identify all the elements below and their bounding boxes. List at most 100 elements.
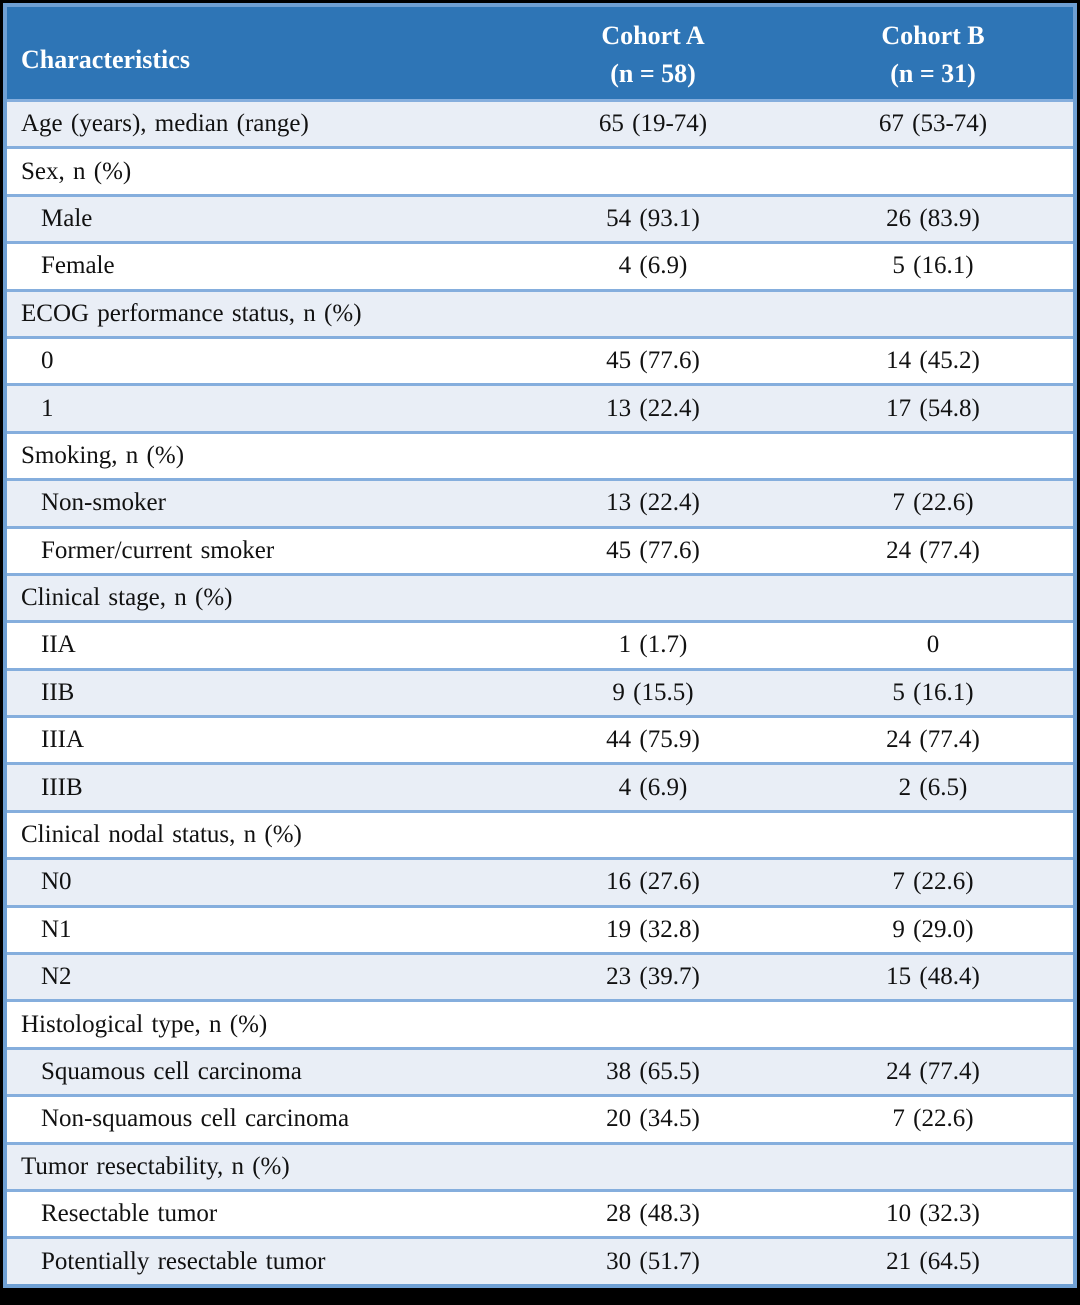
row-label: Tumor resectability, n (%) (21, 1152, 290, 1180)
cohort-b-value: 0 (926, 631, 940, 659)
cohort-a-value: 44 (75.9) (606, 726, 700, 754)
cohort-a-value: 38 (65.5) (606, 1058, 700, 1085)
cohort-a-value: 13 (22.4) (606, 394, 700, 422)
cohort-b-value (793, 1002, 1073, 1046)
cohort-b-value: 7 (22.6) (892, 489, 974, 517)
cohort-b-value (793, 1145, 1073, 1189)
cohort-a-value: 28 (48.3) (606, 1200, 700, 1228)
table-row: 1 13 (22.4) 17 (54.8) (7, 383, 1073, 431)
table-row: Age (years), median (range) 65 (19-74) 6… (7, 99, 1073, 147)
cohort-b-value (793, 149, 1073, 193)
cohort-a-name: Cohort A (601, 21, 705, 50)
cohort-a-value: 65 (19-74) (598, 110, 708, 138)
row-label: Potentially resectable tumor (41, 1247, 326, 1275)
cohort-a-value: 13 (22.4) (606, 489, 700, 517)
cohort-a-value (513, 434, 793, 478)
row-label: Resectable tumor (41, 1200, 218, 1228)
row-label: Age (years), median (range) (21, 110, 309, 138)
row-label: IIIA (41, 726, 85, 754)
row-label: IIB (41, 678, 75, 706)
cohort-b-value (793, 292, 1073, 336)
cohort-b-value: 5 (16.1) (892, 678, 974, 706)
row-label: N0 (41, 868, 72, 896)
cohort-b-value: 2 (6.5) (898, 773, 968, 801)
row-label: Histological type, n (%) (21, 1010, 268, 1038)
cohort-a-value: 30 (51.7) (606, 1247, 700, 1275)
cohort-a-value: 45 (77.6) (606, 347, 700, 375)
table-row: ECOG performance status, n (%) (7, 288, 1073, 336)
cohort-b-value: 14 (45.2) (886, 347, 980, 375)
cohort-b-value: 15 (48.4) (886, 963, 980, 991)
table-row: IIA 1 (1.7) 0 (7, 620, 1073, 668)
cohort-a-value: 45 (77.6) (606, 536, 700, 564)
row-label: Non-squamous cell carcinoma (41, 1105, 350, 1133)
cohort-b-value: 5 (16.1) (892, 252, 974, 280)
table-row: Histological type, n (%) (7, 999, 1073, 1047)
characteristics-table: Characteristics Cohort A (n = 58) Cohort… (3, 3, 1077, 1288)
table-row: 0 45 (77.6) 14 (45.2) (7, 335, 1073, 384)
table-row: N2 23 (39.7) 15 (48.4) (7, 952, 1073, 1000)
table-row: Former/current smoker 45 (77.6) 24 (77.4… (7, 525, 1073, 573)
table-row: Non-smoker 13 (22.4) 7 (22.6) (7, 478, 1073, 526)
row-label: Sex, n (%) (21, 157, 132, 185)
table-row: IIIA 44 (75.9) 24 (77.4) (7, 715, 1073, 763)
table-row: Resectable tumor 28 (48.3) 10 (32.3) (7, 1188, 1073, 1237)
table-row: Clinical stage, n (%) (7, 572, 1073, 621)
cohort-b-value: 17 (54.8) (886, 394, 980, 422)
cohort-b-n: (n = 31) (890, 59, 976, 88)
table-row: N0 16 (27.6) 7 (22.6) (7, 857, 1073, 905)
row-label: N2 (41, 963, 72, 991)
header-characteristics: Characteristics (21, 45, 190, 74)
cohort-b-value: 7 (22.6) (892, 868, 974, 896)
cohort-b-value: 7 (22.6) (892, 1105, 974, 1133)
cohort-a-value: 4 (6.9) (618, 773, 688, 801)
cohort-a-value: 9 (15.5) (612, 678, 694, 706)
cohort-a-value: 19 (32.8) (606, 915, 700, 943)
cohort-b-value: 21 (64.5) (886, 1247, 980, 1275)
row-label: ECOG performance status, n (%) (21, 299, 362, 327)
cohort-b-value (793, 434, 1073, 478)
cohort-a-value: 20 (34.5) (606, 1105, 700, 1133)
row-label: IIIB (41, 773, 83, 801)
cohort-a-value (513, 1145, 793, 1189)
cohort-b-value (793, 813, 1073, 857)
cohort-a-n: (n = 58) (610, 59, 696, 88)
cohort-b-value: 10 (32.3) (886, 1200, 980, 1228)
row-label: Squamous cell carcinoma (41, 1058, 302, 1085)
row-label: 1 (41, 394, 54, 422)
row-label: Non-smoker (41, 489, 166, 517)
row-label: 0 (41, 347, 54, 375)
cohort-a-value (513, 813, 793, 857)
table-row: Sex, n (%) (7, 146, 1073, 194)
cohort-a-value (513, 292, 793, 336)
row-label: N1 (41, 915, 72, 943)
table-row: Non-squamous cell carcinoma 20 (34.5) 7 … (7, 1094, 1073, 1142)
row-label: IIA (41, 631, 76, 659)
cohort-b-value: 26 (83.9) (886, 204, 980, 232)
row-label: Female (41, 252, 115, 280)
table-row: Potentially resectable tumor 30 (51.7) 2… (7, 1236, 1073, 1284)
cohort-a-value: 1 (1.7) (618, 631, 688, 659)
cohort-a-value (513, 1002, 793, 1046)
header-cohort-a: Cohort A (n = 58) (513, 7, 793, 99)
table-row: IIIB 4 (6.9) 2 (6.5) (7, 762, 1073, 810)
cohort-b-value: 24 (77.4) (886, 536, 980, 564)
cohort-b-value: 24 (77.4) (886, 726, 980, 754)
table-row: N1 19 (32.8) 9 (29.0) (7, 904, 1073, 953)
cohort-b-value (793, 576, 1073, 620)
cohort-a-value: 54 (93.1) (606, 204, 700, 232)
header-cohort-b: Cohort B (n = 31) (793, 7, 1073, 99)
row-label: Clinical nodal status, n (%) (21, 821, 302, 849)
cohort-a-value: 16 (27.6) (606, 868, 700, 896)
cohort-b-value: 67 (53-74) (878, 110, 988, 138)
table-row: Squamous cell carcinoma 38 (65.5) 24 (77… (7, 1046, 1073, 1095)
cohort-b-value: 24 (77.4) (886, 1058, 980, 1085)
table-header-row: Characteristics Cohort A (n = 58) Cohort… (7, 7, 1073, 99)
cohort-a-value (513, 576, 793, 620)
row-label: Clinical stage, n (%) (21, 584, 233, 612)
cohort-a-value (513, 149, 793, 193)
table-row: Clinical nodal status, n (%) (7, 809, 1073, 858)
cohort-a-value: 23 (39.7) (606, 963, 700, 991)
table-row: IIB 9 (15.5) 5 (16.1) (7, 667, 1073, 716)
